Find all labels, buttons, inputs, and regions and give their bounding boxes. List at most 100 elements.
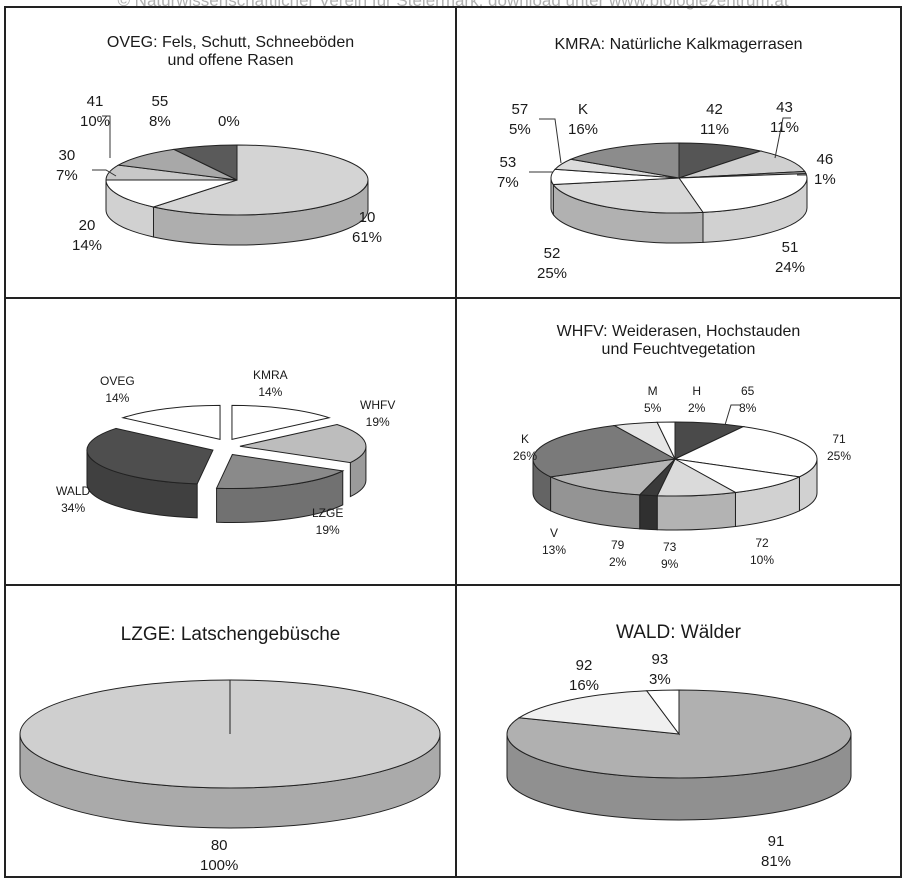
pie-slice bbox=[86, 427, 214, 485]
category-label: 57 bbox=[511, 101, 529, 118]
slice-label: 92 16% bbox=[569, 656, 599, 696]
pie-slice bbox=[569, 142, 680, 179]
panel-lzge: LZGE: Latschengebüsche 80 100% bbox=[6, 586, 455, 876]
category-label: 53 bbox=[499, 154, 517, 171]
pie-slice bbox=[645, 689, 680, 736]
slice-label: 0% bbox=[218, 112, 240, 132]
percent-label: 9% bbox=[661, 557, 679, 571]
slice-label: 10 61% bbox=[352, 208, 382, 248]
pie-slice bbox=[517, 690, 681, 735]
percent-label: 24% bbox=[775, 259, 806, 276]
pie-slice bbox=[172, 144, 238, 181]
category-label: 93 bbox=[651, 651, 669, 668]
percent-label: 5% bbox=[509, 121, 531, 138]
pie-slice bbox=[239, 424, 367, 464]
pie-slice-side bbox=[639, 494, 658, 531]
panel-kmra: KMRA: Natürliche Kalkmagerrasen 42 11% 43… bbox=[457, 8, 900, 297]
chart-title-whfv-line1: WHFV: Weiderasen, Hochstauden bbox=[556, 323, 801, 340]
panel-overview: KMRA 14% WHFV 19% LZGE 19% WALD 34% OVEG 14% bbox=[6, 299, 455, 584]
chart-title-wald: WALD: Wälder bbox=[457, 622, 900, 643]
panel-whfv: WHFV: Weiderasen, Hochstauden und Feucht… bbox=[457, 299, 900, 584]
percent-label: 0% bbox=[218, 113, 240, 130]
chart-title-oveg: OVEG: Fels, Schutt, Schneeböden und offe… bbox=[6, 34, 455, 70]
pie-slice bbox=[532, 425, 677, 478]
slice-label: 53 7% bbox=[497, 153, 519, 193]
category-label: 51 bbox=[781, 239, 799, 256]
divider-horizontal-2 bbox=[4, 584, 902, 586]
slice-label: 43 11% bbox=[770, 98, 799, 138]
chart-title-oveg-line2: und offene Rasen bbox=[167, 52, 294, 69]
category-label: K bbox=[521, 432, 530, 446]
category-label: WHFV bbox=[360, 398, 396, 412]
slice-label: 65 8% bbox=[739, 383, 756, 417]
pie-slice bbox=[552, 177, 704, 214]
chart-title-lzge: LZGE: Latschengebüsche bbox=[6, 625, 455, 644]
percent-label: 7% bbox=[497, 174, 519, 191]
category-label: 80 bbox=[210, 837, 228, 854]
slice-label: 93 3% bbox=[649, 650, 671, 690]
category-label: 71 bbox=[832, 432, 846, 446]
slice-label: 52 25% bbox=[537, 244, 567, 284]
slice-label: M 5% bbox=[644, 383, 661, 417]
slice-label: H 2% bbox=[688, 383, 705, 417]
pie-slice bbox=[656, 458, 738, 497]
chart-title-whfv-line2: und Feuchtvegetation bbox=[601, 341, 756, 358]
pie-slice bbox=[116, 148, 238, 181]
slice-label: 41 10% bbox=[80, 92, 110, 132]
percent-label: 25% bbox=[537, 265, 568, 282]
percent-label: 10% bbox=[750, 553, 775, 567]
divider-vertical bbox=[455, 6, 457, 878]
category-label: 43 bbox=[776, 99, 793, 116]
percent-label: 14% bbox=[258, 385, 283, 399]
slice-label: 71 25% bbox=[827, 431, 851, 465]
panel-wald: WALD: Wälder 91 81% 92 16% 93 3% bbox=[457, 586, 900, 876]
pie-slice bbox=[548, 458, 677, 496]
slice-label: 51 24% bbox=[775, 238, 805, 278]
chart-title-kmra: KMRA: Natürliche Kalkmagerrasen bbox=[457, 36, 900, 54]
percent-label: 81% bbox=[761, 853, 792, 870]
category-label: 55 bbox=[151, 93, 169, 110]
pie-slice bbox=[215, 453, 345, 489]
percent-label: 1% bbox=[814, 171, 836, 188]
percent-label: 8% bbox=[739, 401, 757, 415]
pie-chart-wald bbox=[506, 689, 852, 821]
pie-slice bbox=[678, 173, 808, 213]
slice-label: KMRA 14% bbox=[253, 367, 288, 401]
slice-label: 57 5% bbox=[509, 100, 531, 140]
category-label: 72 bbox=[755, 536, 769, 550]
category-label: H bbox=[692, 384, 701, 398]
category-label: 20 bbox=[78, 217, 96, 234]
slice-label: 42 11% bbox=[700, 100, 729, 140]
percent-label: 5% bbox=[644, 401, 662, 415]
category-label: M bbox=[647, 384, 658, 398]
chart-title-whfv: WHFV: Weiderasen, Hochstauden und Feucht… bbox=[457, 323, 900, 359]
category-label: 46 bbox=[816, 151, 834, 168]
category-label: OVEG bbox=[100, 374, 135, 388]
watermark: © Naturwissenschaftlicher Verein für Ste… bbox=[117, 0, 789, 10]
pie-slice bbox=[678, 142, 763, 179]
pie-slice bbox=[678, 150, 806, 179]
percent-label: 16% bbox=[568, 121, 599, 138]
slice-label: 30 7% bbox=[56, 146, 78, 186]
category-label: V bbox=[550, 526, 559, 540]
chart-title-oveg-line1: OVEG: Fels, Schutt, Schneeböden bbox=[106, 34, 355, 51]
category-label: 79 bbox=[610, 538, 625, 552]
slice-label: V 13% bbox=[542, 525, 566, 559]
pie-slice bbox=[151, 144, 369, 216]
slice-label: K 26% bbox=[513, 431, 537, 465]
slice-label: 79 2% bbox=[609, 537, 626, 571]
category-label: LZGE bbox=[312, 506, 344, 520]
slice-label: 91 81% bbox=[761, 832, 791, 872]
pie-slice bbox=[121, 404, 221, 441]
percent-label: 11% bbox=[770, 119, 799, 136]
category-label: 42 bbox=[706, 101, 723, 118]
pie-chart-whfv bbox=[532, 421, 818, 531]
percent-label: 26% bbox=[513, 449, 538, 463]
pie-slice bbox=[231, 404, 331, 441]
chart-title-wald-line1: WALD: Wälder bbox=[616, 622, 741, 643]
percent-label: 2% bbox=[609, 555, 627, 569]
pie-slice bbox=[656, 421, 676, 460]
percent-label: 34% bbox=[61, 501, 86, 515]
figure-frame bbox=[4, 6, 902, 878]
percent-label: 100% bbox=[200, 857, 239, 874]
